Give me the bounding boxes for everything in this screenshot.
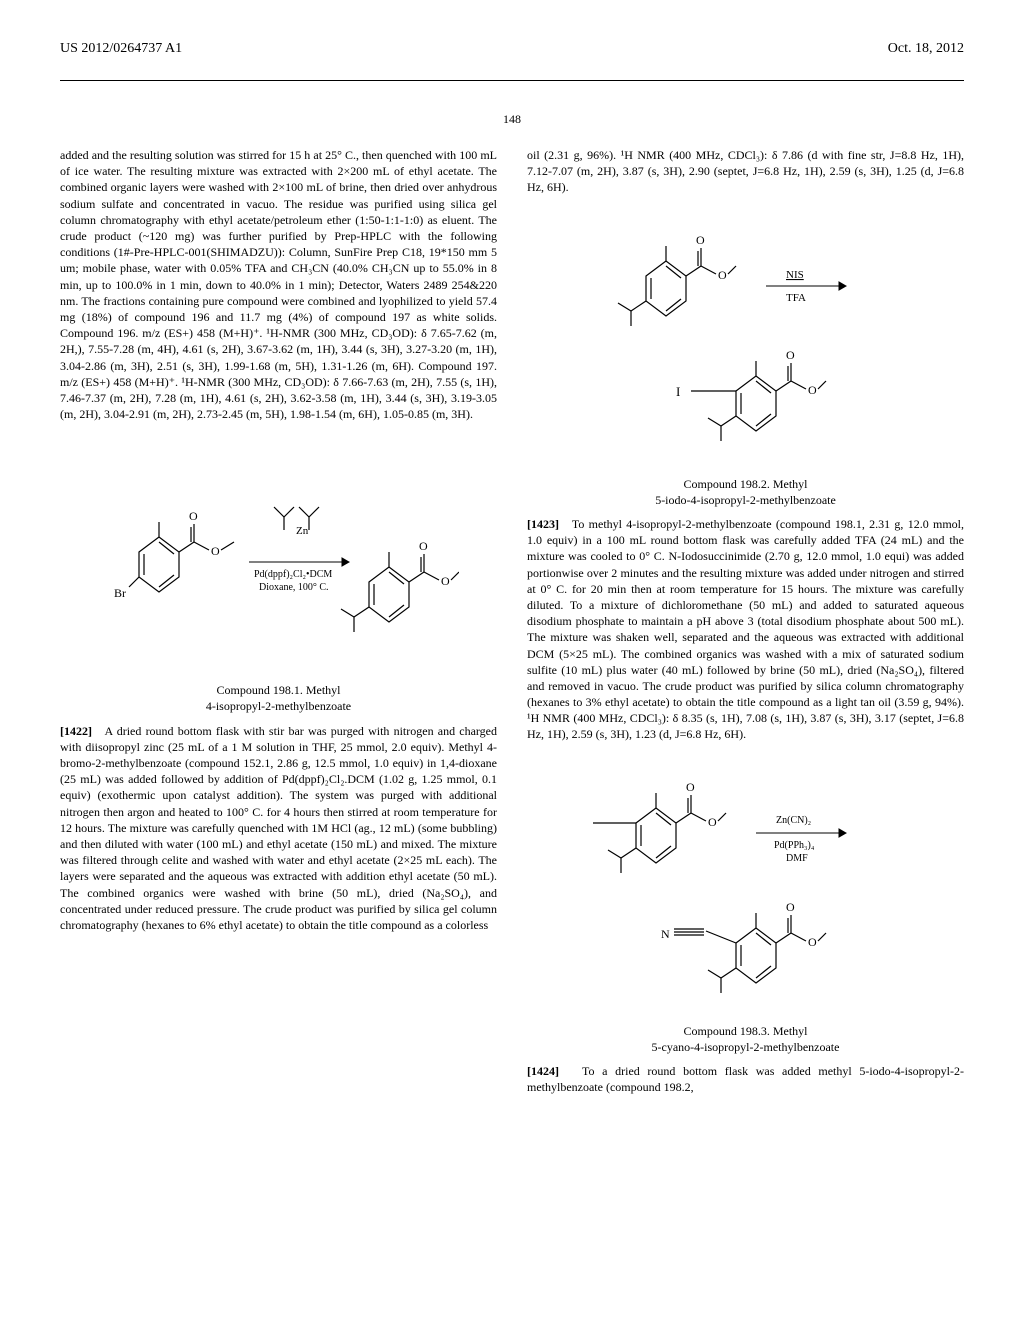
paragraph-number: [1423] <box>527 517 559 531</box>
paragraph-body: To a dried round bottom flask was added … <box>527 1064 964 1094</box>
reagent-label: DMF <box>786 853 808 864</box>
reagent-label: Pd(dppf)₂Cl₂•DCM <box>254 569 332 580</box>
svg-text:O: O <box>441 574 450 588</box>
scheme-svg: Br O O Zn <box>99 442 459 662</box>
svg-text:O: O <box>786 348 795 362</box>
patent-date: Oct. 18, 2012 <box>888 40 964 59</box>
page-number: 148 <box>60 111 964 127</box>
two-column-layout: added and the resulting solution was sti… <box>60 147 964 1107</box>
reaction-scheme-198-1: Br O O Zn <box>60 442 497 662</box>
svg-text:O: O <box>419 539 428 553</box>
svg-text:O: O <box>708 815 717 829</box>
paragraph-number: [1424] <box>527 1064 559 1078</box>
paragraph-1422: [1422] A dried round bottom flask with s… <box>60 723 497 933</box>
compound-title-198-3: Compound 198.3. Methyl 5-cyano-4-isoprop… <box>527 1023 964 1055</box>
scheme-svg: I O O Zn(CN)₂ Pd(PPh₃)₄ DMF <box>586 763 906 1003</box>
svg-text:O: O <box>211 544 220 558</box>
reagent-label: TFA <box>786 292 806 304</box>
reagent-label: Dioxane, 100° C. <box>259 582 329 593</box>
svg-text:O: O <box>808 935 817 949</box>
paragraph-continuation: added and the resulting solution was sti… <box>60 147 497 422</box>
reagent-label: Zn(CN)₂ <box>776 815 811 826</box>
paragraph-number: [1422] <box>60 724 92 738</box>
header-rule <box>60 80 964 81</box>
svg-text:Br: Br <box>114 586 126 600</box>
reagent-label: NIS <box>786 269 804 281</box>
svg-text:O: O <box>808 383 817 397</box>
scheme-svg: O O NIS TFA <box>586 216 906 456</box>
svg-text:Zn: Zn <box>296 525 309 537</box>
svg-text:O: O <box>718 268 727 282</box>
svg-text:O: O <box>686 780 695 794</box>
svg-text:N: N <box>661 927 670 941</box>
compound-title-198-2: Compound 198.2. Methyl 5-iodo-4-isopropy… <box>527 476 964 508</box>
paragraph-body: To methyl 4-isopropyl-2-methylbenzoate (… <box>527 517 964 741</box>
right-column: oil (2.31 g, 96%). ¹H NMR (400 MHz, CDCl… <box>527 147 964 1107</box>
svg-text:O: O <box>696 233 705 247</box>
patent-header: US 2012/0264737 A1 Oct. 18, 2012 <box>60 40 964 65</box>
svg-text:I: I <box>676 384 680 399</box>
svg-text:O: O <box>786 900 795 914</box>
paragraph-1423: [1423] To methyl 4-isopropyl-2-methylben… <box>527 516 964 743</box>
reaction-scheme-198-2: O O NIS TFA <box>527 216 964 456</box>
paragraph-continuation-right: oil (2.31 g, 96%). ¹H NMR (400 MHz, CDCl… <box>527 147 964 196</box>
compound-title-198-1: Compound 198.1. Methyl 4-isopropyl-2-met… <box>60 682 497 714</box>
paragraph-1424: [1424] To a dried round bottom flask was… <box>527 1063 964 1095</box>
paragraph-body: A dried round bottom flask with stir bar… <box>60 724 497 932</box>
patent-number: US 2012/0264737 A1 <box>60 40 182 59</box>
reaction-scheme-198-3: I O O Zn(CN)₂ Pd(PPh₃)₄ DMF <box>527 763 964 1003</box>
left-column: added and the resulting solution was sti… <box>60 147 497 1107</box>
reagent-label: Pd(PPh₃)₄ <box>774 840 815 851</box>
svg-text:O: O <box>189 509 198 523</box>
